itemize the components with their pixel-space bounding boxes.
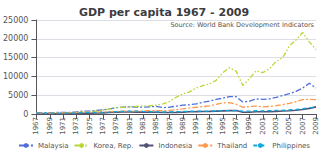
svg-text:1989: 1989 — [179, 117, 187, 135]
svg-text:1975: 1975 — [86, 117, 94, 135]
svg-text:1971: 1971 — [59, 117, 67, 135]
svg-text:5000: 5000 — [8, 91, 28, 100]
svg-text:1979: 1979 — [112, 117, 120, 135]
svg-text:2007: 2007 — [299, 117, 307, 135]
svg-text:20000: 20000 — [3, 34, 28, 43]
svg-text:1977: 1977 — [99, 117, 107, 135]
svg-text:1969: 1969 — [46, 117, 54, 135]
svg-text:1993: 1993 — [206, 117, 214, 135]
svg-text:1983: 1983 — [139, 117, 147, 135]
svg-text:1973: 1973 — [72, 117, 80, 135]
svg-text:1981: 1981 — [126, 117, 134, 135]
svg-text:1997: 1997 — [232, 117, 240, 135]
svg-text:1987: 1987 — [166, 117, 174, 135]
svg-text:1985: 1985 — [152, 117, 160, 135]
svg-text:Thailand: Thailand — [216, 142, 247, 150]
svg-text:Philippines: Philippines — [272, 142, 310, 150]
svg-text:Source: World Bank Development: Source: World Bank Development Indicator… — [170, 21, 314, 29]
svg-text:Indonesia: Indonesia — [158, 142, 192, 150]
svg-text:Malaysia: Malaysia — [38, 142, 69, 150]
svg-text:Korea, Rep.: Korea, Rep. — [94, 142, 134, 150]
svg-text:2005: 2005 — [285, 117, 293, 135]
svg-text:GDP per capita 1967 - 2009: GDP per capita 1967 - 2009 — [79, 6, 249, 19]
svg-text:1999: 1999 — [245, 117, 253, 135]
svg-text:1995: 1995 — [219, 117, 227, 135]
svg-text:15000: 15000 — [3, 53, 28, 62]
svg-text:2001: 2001 — [259, 117, 267, 135]
svg-text:1991: 1991 — [192, 117, 200, 135]
svg-text:2003: 2003 — [272, 117, 280, 135]
svg-text:25000: 25000 — [3, 16, 28, 25]
svg-text:1967: 1967 — [32, 117, 40, 135]
svg-text:10000: 10000 — [3, 72, 28, 81]
svg-text:0: 0 — [23, 110, 28, 119]
svg-text:2009: 2009 — [312, 117, 320, 135]
